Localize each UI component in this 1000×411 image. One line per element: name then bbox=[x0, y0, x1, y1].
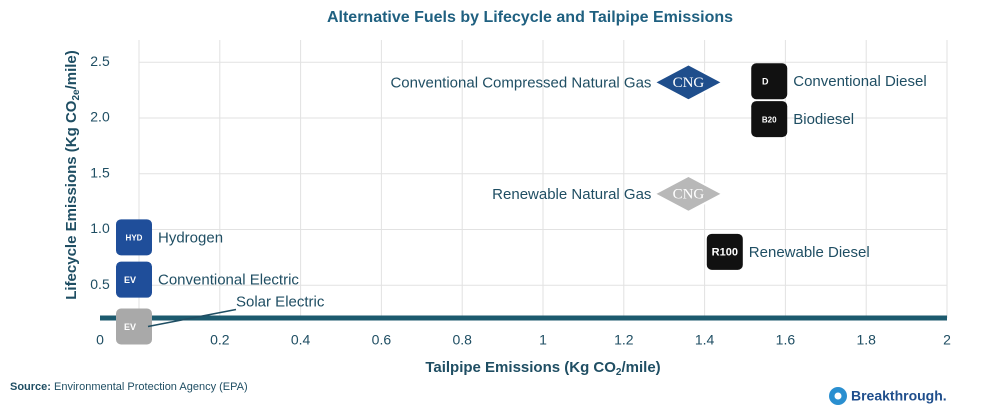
x-tick-label: 0.6 bbox=[372, 332, 392, 348]
y-tick-label: 1.5 bbox=[90, 164, 110, 180]
point: EV bbox=[116, 261, 152, 298]
point-icon bbox=[751, 101, 788, 138]
logo: Breakthrough. bbox=[829, 387, 947, 405]
point: HYD bbox=[116, 219, 152, 256]
icon-text: B20 bbox=[762, 115, 777, 124]
point-icon bbox=[751, 63, 788, 100]
x-axis-title: Tailpipe Emissions (Kg CO2/mile) bbox=[425, 359, 660, 378]
point-icon bbox=[652, 63, 725, 102]
y-tick-label: 1.0 bbox=[90, 220, 110, 236]
point: B20 bbox=[751, 101, 788, 138]
icon-text: EV bbox=[124, 275, 136, 285]
icon-text: CNG bbox=[673, 75, 705, 91]
point: R100 bbox=[706, 233, 743, 270]
x-tick-label: 2 bbox=[943, 332, 951, 348]
x-tick-label: 0.4 bbox=[291, 332, 311, 348]
point: EV bbox=[116, 308, 152, 345]
point: CNG bbox=[652, 174, 725, 213]
grid bbox=[138, 40, 948, 318]
point-icon bbox=[652, 174, 725, 213]
icon-text: HYD bbox=[126, 233, 143, 242]
x-tick-label: 1.8 bbox=[856, 332, 876, 348]
y-tick-label: 0.5 bbox=[90, 276, 110, 292]
y-axis-title: Lifecycle Emissions (Kg CO2e/mile) bbox=[63, 50, 82, 300]
point-icon bbox=[116, 308, 152, 345]
point-icon bbox=[116, 219, 152, 256]
point-label: Conventional Compressed Natural Gas bbox=[390, 74, 651, 91]
source: Source: Environmental Protection Agency … bbox=[10, 381, 248, 393]
point: D bbox=[751, 63, 788, 100]
x-tick-label: 0.8 bbox=[452, 332, 472, 348]
point: CNG bbox=[652, 63, 725, 102]
icon-text: CNG bbox=[673, 186, 705, 202]
icon-text: R100 bbox=[712, 247, 738, 259]
icon-text: EV bbox=[124, 322, 136, 332]
point-icon bbox=[116, 261, 152, 298]
x-tick-label: 1.4 bbox=[695, 332, 715, 348]
x-tick-label: 0.2 bbox=[210, 332, 230, 348]
y-tick-label: 2.0 bbox=[90, 109, 110, 125]
icon-text: D bbox=[762, 77, 769, 87]
point-label: Hydrogen bbox=[158, 229, 223, 246]
point-label: Conventional Diesel bbox=[793, 73, 926, 90]
leader-line bbox=[147, 308, 237, 328]
x-tick-label: 1.6 bbox=[776, 332, 796, 348]
chart-title: Alternative Fuels by Lifecycle and Tailp… bbox=[327, 9, 733, 26]
point-label: Renewable Diesel bbox=[749, 244, 870, 261]
x-tick-label: 1.2 bbox=[614, 332, 634, 348]
point-icon bbox=[706, 233, 743, 270]
point-label: Conventional Electric bbox=[158, 272, 299, 289]
logo-text: Breakthrough. bbox=[851, 388, 947, 404]
point-label: Biodiesel bbox=[793, 111, 854, 128]
logo-mark-center bbox=[834, 392, 842, 400]
point-label: Renewable Natural Gas bbox=[492, 186, 651, 203]
point-label: Solar Electric bbox=[236, 293, 325, 310]
x-tick-label: 0 bbox=[96, 332, 104, 348]
y-tick-label: 2.5 bbox=[90, 53, 110, 69]
x-tick-label: 1 bbox=[539, 332, 547, 348]
